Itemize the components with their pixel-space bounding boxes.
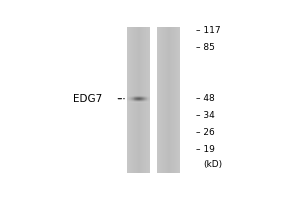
Bar — [138, 27, 139, 173]
Bar — [149, 27, 150, 173]
Bar — [160, 27, 161, 173]
Bar — [134, 27, 135, 173]
Bar — [171, 27, 172, 173]
Bar — [174, 27, 175, 173]
Bar — [169, 27, 170, 173]
Bar — [143, 27, 144, 173]
Bar — [161, 27, 162, 173]
Bar — [148, 27, 149, 173]
Text: – 85: – 85 — [196, 43, 214, 52]
Bar — [178, 27, 179, 173]
Bar — [131, 27, 132, 173]
Text: – 117: – 117 — [196, 26, 220, 35]
Bar — [137, 27, 138, 173]
Bar — [168, 27, 169, 173]
Bar — [173, 27, 174, 173]
Bar — [167, 27, 168, 173]
Bar — [132, 27, 133, 173]
Bar — [142, 27, 143, 173]
Bar — [163, 27, 164, 173]
Bar — [175, 27, 176, 173]
Text: – 19: – 19 — [196, 145, 214, 154]
Bar — [157, 27, 158, 173]
Bar — [140, 27, 141, 173]
Bar — [145, 27, 146, 173]
Bar — [128, 27, 129, 173]
Bar — [130, 27, 131, 173]
Bar — [136, 27, 137, 173]
Text: EDG7: EDG7 — [74, 94, 103, 104]
Bar — [133, 27, 134, 173]
Text: (kD): (kD) — [204, 160, 223, 169]
Bar — [129, 27, 130, 173]
Text: – 26: – 26 — [196, 128, 214, 137]
Bar — [170, 27, 171, 173]
Bar — [180, 27, 181, 173]
Bar — [164, 27, 165, 173]
Bar — [159, 27, 160, 173]
Bar — [144, 27, 145, 173]
Bar — [162, 27, 163, 173]
Bar — [141, 27, 142, 173]
Bar — [169, 27, 170, 173]
Bar — [179, 27, 180, 173]
Text: – 34: – 34 — [196, 111, 214, 120]
Bar — [147, 27, 148, 173]
Bar — [176, 27, 177, 173]
Text: – 48: – 48 — [196, 94, 214, 103]
Bar — [166, 27, 167, 173]
Bar — [172, 27, 173, 173]
Bar — [158, 27, 159, 173]
Bar — [146, 27, 147, 173]
Bar — [165, 27, 166, 173]
Bar — [139, 27, 140, 173]
Bar — [177, 27, 178, 173]
Bar — [135, 27, 136, 173]
